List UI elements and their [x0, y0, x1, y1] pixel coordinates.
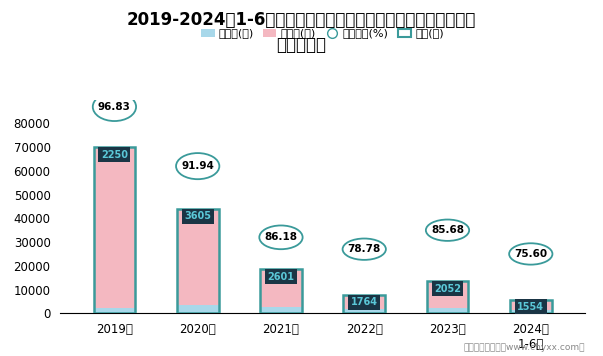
Text: 制图：智研咨询（www.chyxx.com）: 制图：智研咨询（www.chyxx.com） [464, 344, 585, 352]
Bar [510, 310, 552, 313]
Text: 1764: 1764 [351, 297, 377, 307]
Bar [260, 269, 302, 307]
Bar [427, 281, 469, 308]
Text: 86.18: 86.18 [265, 232, 297, 242]
Text: 2019-2024年1-6月江苏林芝山阳集团有限公司摩托车产销及出口: 2019-2024年1-6月江苏林芝山阳集团有限公司摩托车产销及出口 [127, 11, 476, 29]
Bar [177, 209, 218, 305]
Text: 2052: 2052 [434, 284, 461, 294]
Text: 85.68: 85.68 [431, 225, 464, 235]
Text: 情况统计图: 情况统计图 [277, 36, 326, 54]
Text: 75.60: 75.60 [514, 249, 548, 259]
Bar [344, 295, 385, 309]
Legend: 出口量(辆), 内销量(辆), 内销占比(%), 产量(辆): 出口量(辆), 内销量(辆), 内销占比(%), 产量(辆) [197, 24, 449, 43]
Ellipse shape [426, 220, 469, 241]
Bar [260, 307, 302, 313]
Bar [93, 308, 135, 313]
Text: 96.83: 96.83 [98, 102, 131, 112]
Text: 2250: 2250 [101, 150, 128, 159]
Ellipse shape [509, 243, 552, 265]
Text: 91.94: 91.94 [182, 161, 214, 171]
Ellipse shape [176, 153, 219, 179]
Bar [93, 147, 135, 308]
Text: 2601: 2601 [268, 272, 294, 282]
Text: 1554: 1554 [517, 302, 545, 312]
Text: 78.78: 78.78 [347, 244, 381, 254]
Ellipse shape [259, 225, 303, 249]
Ellipse shape [93, 93, 136, 121]
Bar [427, 308, 469, 313]
Text: 3605: 3605 [184, 211, 211, 221]
Bar [510, 299, 552, 310]
Bar [177, 305, 218, 313]
Ellipse shape [343, 239, 386, 260]
Bar [344, 309, 385, 313]
